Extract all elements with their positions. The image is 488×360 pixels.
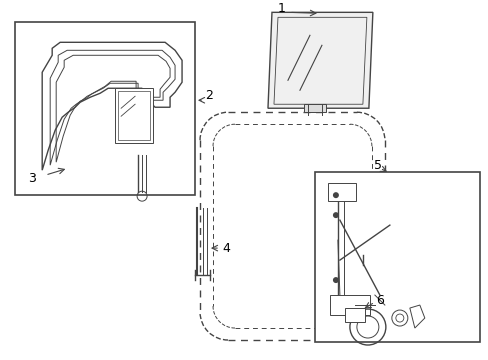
Bar: [329, 295, 369, 315]
Bar: [304, 104, 325, 112]
Bar: [314, 172, 479, 342]
Circle shape: [332, 192, 338, 198]
Bar: [344, 308, 364, 322]
Bar: [327, 183, 355, 201]
Text: 3: 3: [28, 172, 36, 185]
Bar: [118, 91, 150, 140]
Circle shape: [332, 212, 338, 218]
Bar: [15, 22, 195, 195]
Text: 6: 6: [375, 293, 383, 307]
Bar: [115, 88, 153, 143]
Text: 2: 2: [204, 89, 212, 102]
Text: 5: 5: [373, 159, 381, 172]
Text: 4: 4: [222, 242, 229, 255]
Circle shape: [332, 277, 338, 283]
Text: 1: 1: [278, 2, 285, 15]
Polygon shape: [267, 12, 372, 108]
